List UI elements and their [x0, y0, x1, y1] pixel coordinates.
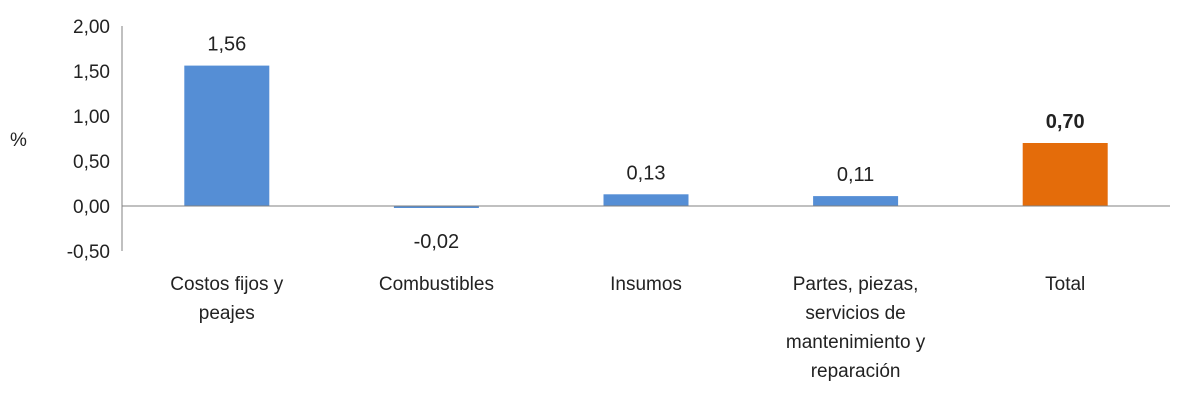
category-label: Combustibles	[379, 274, 494, 295]
category-label: Total	[1045, 274, 1085, 295]
y-tick-label: 1,50	[73, 62, 110, 83]
category-label: Partes, piezas, servicios de mantenimiento…	[786, 274, 926, 382]
data-label: -0,02	[414, 231, 460, 253]
y-axis-label: %	[10, 130, 27, 151]
bar-3	[603, 194, 689, 206]
data-label: 0,11	[837, 164, 874, 186]
data-label: 0,13	[627, 162, 666, 184]
y-tick-label: 0,50	[73, 152, 110, 173]
bar-5	[1022, 143, 1108, 206]
y-tick-label: 2,00	[73, 17, 110, 38]
bar-4	[813, 196, 899, 206]
data-label: 1,56	[207, 34, 246, 56]
bar-1	[184, 65, 270, 206]
category-label: Insumos	[610, 274, 682, 295]
bar-2	[393, 206, 479, 208]
y-tick-label: 1,00	[73, 107, 110, 128]
category-label: Costos fijos y peajes	[170, 274, 283, 324]
data-label: 0,70	[1046, 111, 1085, 133]
y-tick-label: 0,00	[73, 197, 110, 218]
y-tick-label: -0,50	[67, 242, 110, 263]
